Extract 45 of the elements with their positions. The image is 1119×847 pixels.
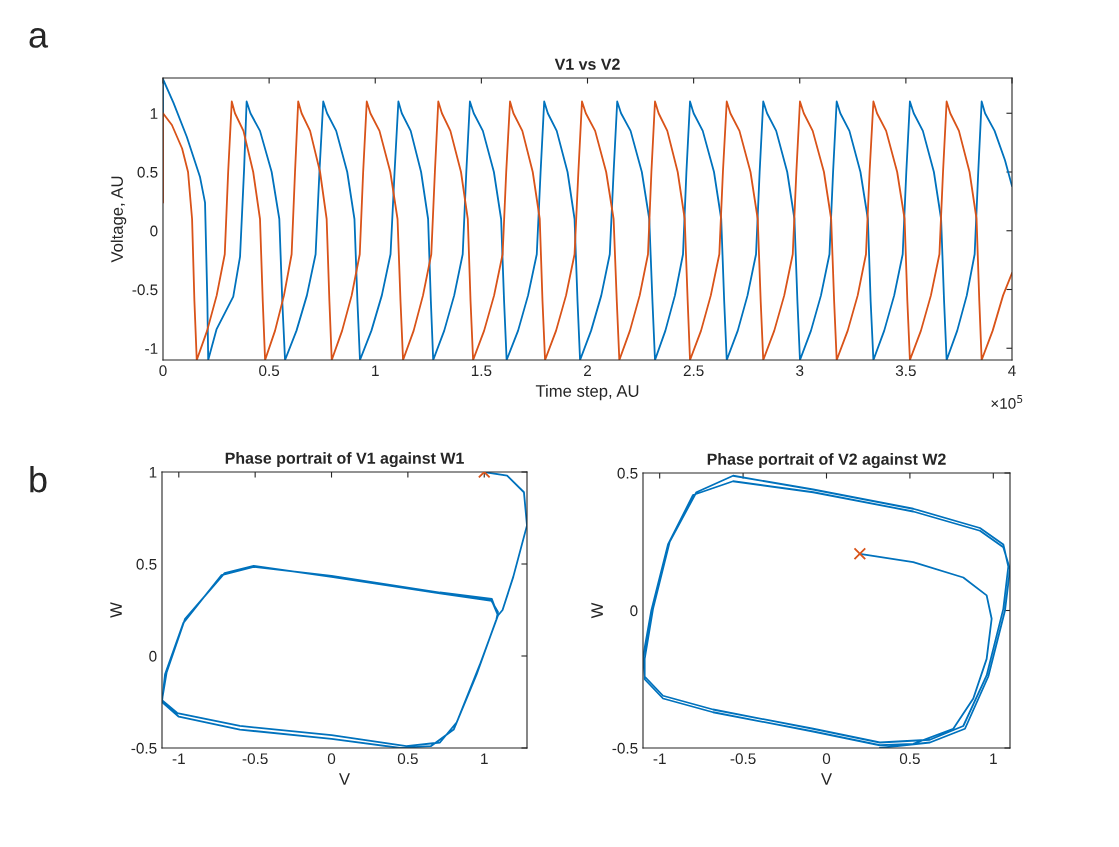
y-axis-title: Voltage, AU <box>110 176 127 263</box>
y-tick-label: -0.5 <box>612 742 638 754</box>
x-tick-label: 1 <box>481 753 488 764</box>
x-tick-label: 4 <box>1008 365 1016 376</box>
text: ×10$^{5}$ <box>991 395 1023 409</box>
x-tick-label: 0.5 <box>397 753 418 765</box>
x-tick-label: -0.5 <box>242 753 268 765</box>
x-tick-label: 0 <box>822 753 831 765</box>
x-axis-title: V <box>339 773 350 785</box>
chart-title: Phase portrait of V1 against W1 <box>225 452 464 468</box>
y-tick-label: 1 <box>149 467 157 478</box>
x-tick-label: 1.5 <box>471 365 492 377</box>
x-tick-label: 0.5 <box>259 365 280 377</box>
x-axis-title: V <box>821 773 832 785</box>
line-series <box>643 474 1010 748</box>
x-tick-label: 1 <box>990 753 997 764</box>
y-axis-title: W <box>591 602 603 619</box>
y-tick-label: -0.5 <box>132 284 158 296</box>
x-tick-label: 3 <box>796 365 804 377</box>
x-tick-label: -1 <box>172 753 185 764</box>
x-tick-label: 3.5 <box>895 365 916 377</box>
x-axis-title: Time step, AU <box>535 384 639 401</box>
y-tick-label: 1 <box>150 108 158 119</box>
y-tick-label: 0.5 <box>136 558 157 570</box>
x-tick-label: -0.5 <box>730 753 756 765</box>
y-tick-label: -1 <box>145 343 158 354</box>
chart-title: V1 vs V2 <box>554 58 620 70</box>
y-tick-label: 0 <box>149 650 157 662</box>
x-tick-label: 0 <box>159 365 167 377</box>
text: b <box>30 465 47 493</box>
x-tick-label: -1 <box>653 753 666 764</box>
text: a <box>29 28 49 48</box>
y-tick-label: 0.5 <box>617 467 638 479</box>
y-tick-label: -0.5 <box>131 742 157 754</box>
x-tick-label: 2 <box>584 365 591 376</box>
x-tick-label: 2.5 <box>683 365 704 377</box>
y-tick-label: 0.5 <box>137 166 158 178</box>
chart-title: Phase portrait of V2 against W2 <box>707 453 946 469</box>
y-tick-label: 0 <box>150 225 158 237</box>
x-tick-label: 1 <box>372 365 379 376</box>
x-tick-label: 0 <box>327 753 336 765</box>
y-axis-title: W <box>110 602 122 618</box>
x-tick-label: 0.5 <box>899 753 920 765</box>
y-tick-label: 0 <box>630 605 638 617</box>
line-series <box>162 472 527 748</box>
